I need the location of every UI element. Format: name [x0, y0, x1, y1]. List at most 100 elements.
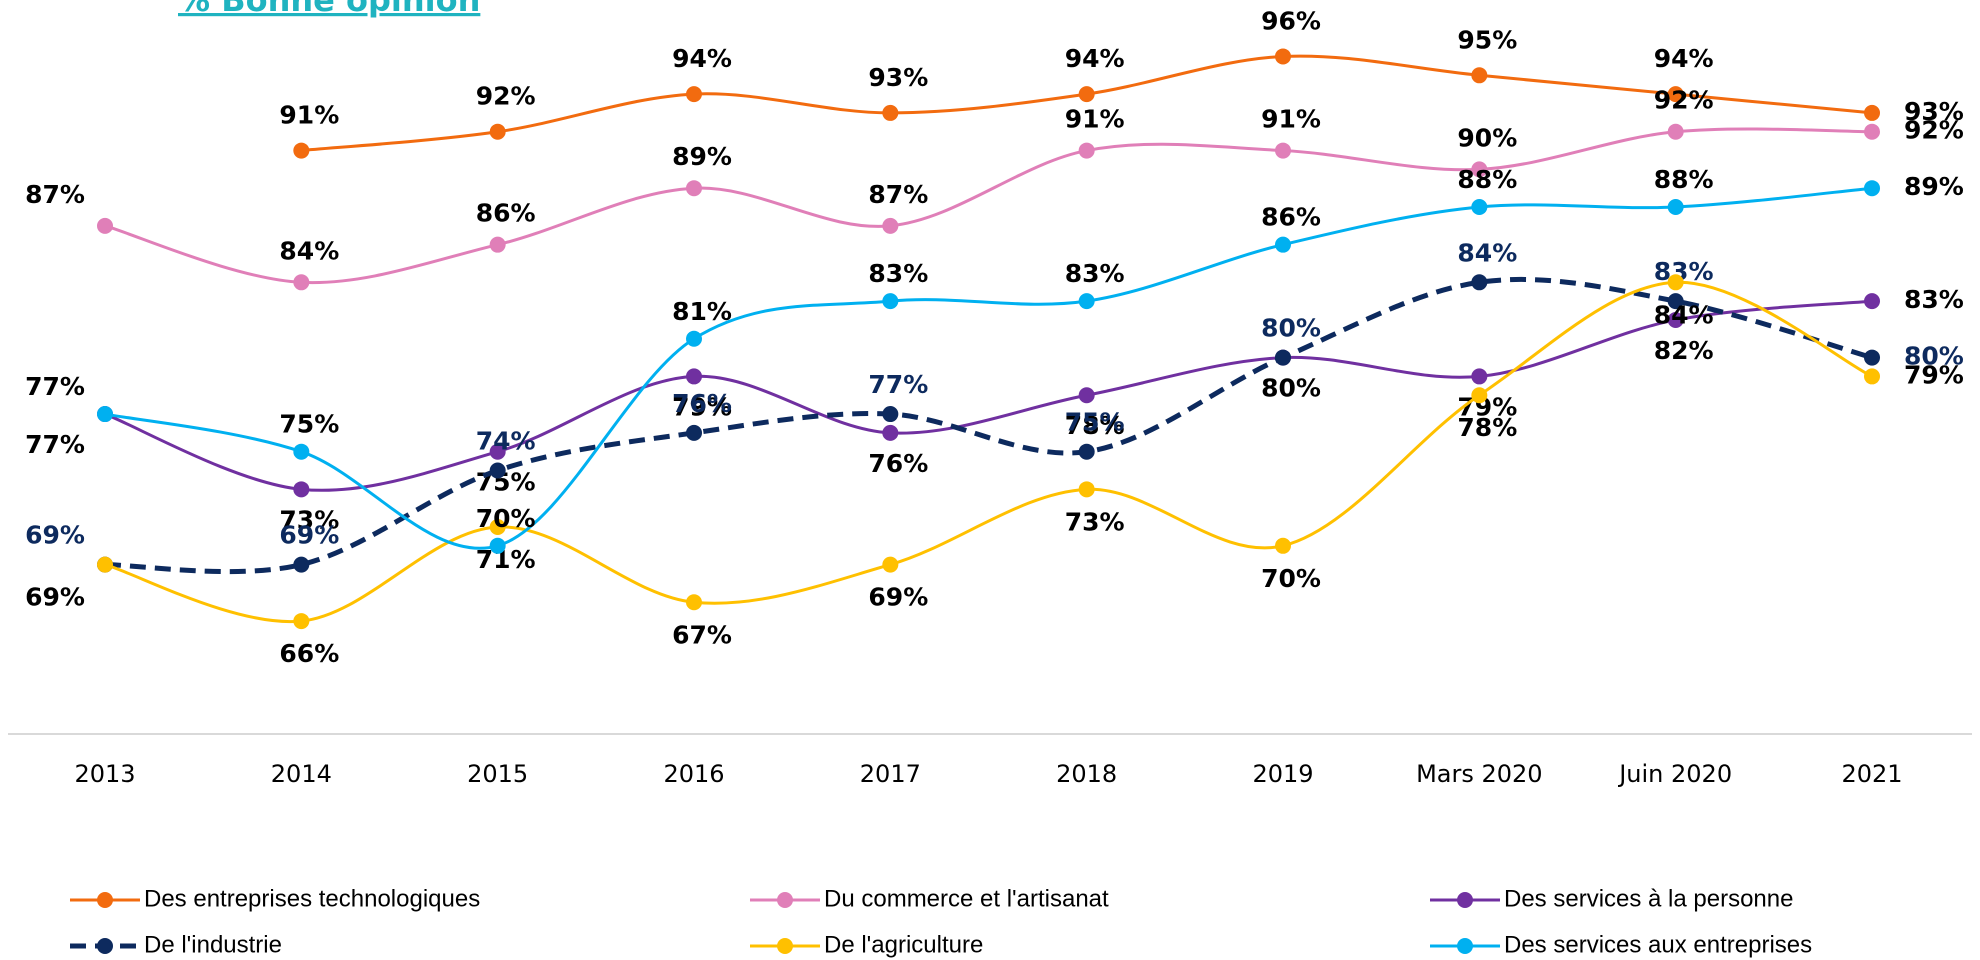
legend-marker	[777, 938, 793, 954]
series-line	[104, 127, 1873, 285]
data-point	[1667, 311, 1684, 328]
data-label: 79%	[1904, 360, 1964, 389]
series-line	[104, 276, 1873, 575]
data-label: 80%	[1904, 342, 1964, 371]
legend-marker	[97, 938, 113, 954]
data-label: 91%	[1065, 105, 1125, 134]
legend-marker	[97, 892, 113, 908]
x-tick-label: 2017	[860, 760, 921, 788]
data-point	[1864, 349, 1880, 366]
data-label: 66%	[279, 639, 339, 668]
data-point	[686, 424, 702, 441]
data-label: 92%	[1904, 116, 1964, 145]
data-label: 92%	[1654, 86, 1714, 115]
data-point	[1864, 123, 1880, 140]
data-point	[1471, 67, 1488, 84]
data-point	[489, 537, 506, 554]
x-tick-label: 2014	[271, 760, 332, 788]
data-label: 83%	[1904, 285, 1964, 314]
data-point	[882, 556, 899, 573]
data-label: 92%	[476, 82, 536, 111]
data-point	[1471, 274, 1488, 291]
data-label: 69%	[25, 521, 85, 550]
chart-title: % Bonne opinion	[178, 0, 480, 19]
data-point	[1275, 349, 1291, 366]
data-label: 70%	[1261, 564, 1321, 593]
data-label: 78%	[1457, 413, 1517, 442]
data-label: 86%	[476, 199, 536, 228]
data-point	[882, 424, 899, 441]
x-tick-label: Juin 2020	[1617, 760, 1732, 788]
data-point	[293, 142, 310, 159]
legend-marker	[777, 892, 793, 908]
data-label: 87%	[868, 180, 928, 209]
data-label: 94%	[1065, 44, 1125, 73]
data-point	[97, 406, 113, 423]
data-point	[1078, 86, 1095, 103]
data-point	[882, 293, 899, 310]
data-label: 73%	[279, 505, 339, 534]
data-point	[1667, 123, 1684, 140]
data-label: 88%	[1457, 165, 1517, 194]
data-point	[882, 104, 899, 121]
legend-label: Des services aux entreprises	[1504, 931, 1812, 958]
data-label: 77%	[25, 372, 85, 401]
data-point	[293, 274, 310, 291]
data-label: 84%	[1654, 300, 1714, 329]
data-point	[1471, 161, 1488, 178]
data-point	[1078, 387, 1095, 404]
data-label: 82%	[1654, 336, 1714, 365]
data-point	[686, 180, 702, 197]
data-label: 96%	[1261, 6, 1321, 35]
data-point	[1864, 368, 1880, 385]
data-point	[686, 594, 702, 611]
data-point	[882, 406, 899, 423]
data-label: 83%	[868, 259, 928, 288]
data-label: 90%	[1457, 123, 1517, 152]
data-label: 75%	[476, 468, 536, 497]
data-point	[1471, 387, 1488, 404]
data-point	[293, 556, 310, 573]
data-point	[1667, 293, 1684, 310]
x-tick-label: 2013	[74, 760, 135, 788]
legend-marker	[1457, 938, 1473, 954]
data-point	[686, 368, 702, 385]
legend-label: De l'agriculture	[824, 931, 983, 958]
data-point	[686, 330, 702, 347]
data-label: 89%	[672, 142, 732, 171]
x-tick-label: 2021	[1841, 760, 1902, 788]
data-label: 75%	[279, 410, 339, 439]
data-label: 79%	[1457, 392, 1517, 421]
x-tick-label: 2018	[1056, 760, 1117, 788]
data-point	[882, 217, 899, 234]
series-line	[104, 299, 1873, 492]
data-point	[1275, 142, 1291, 159]
data-point	[293, 481, 310, 498]
data-label: 69%	[279, 521, 339, 550]
data-point	[1471, 199, 1488, 216]
data-point	[1078, 293, 1095, 310]
data-point	[1078, 443, 1095, 460]
data-label: 73%	[1065, 507, 1125, 536]
data-point	[489, 123, 506, 140]
data-label: 70%	[476, 504, 536, 533]
data-point	[1078, 142, 1095, 159]
data-point	[489, 462, 506, 479]
data-point	[1667, 86, 1684, 103]
x-tick-label: 2019	[1252, 760, 1313, 788]
data-label: 67%	[672, 620, 732, 649]
data-label: 79%	[672, 392, 732, 421]
data-point	[1275, 236, 1291, 253]
data-label: 93%	[868, 63, 928, 92]
data-label: 93%	[1904, 97, 1964, 126]
data-point	[1864, 293, 1880, 310]
data-point	[1864, 180, 1880, 197]
data-point	[1667, 199, 1684, 216]
data-label: 69%	[25, 583, 85, 612]
data-label: 80%	[1261, 314, 1321, 343]
legend-label: De l'industrie	[144, 931, 282, 958]
data-label: 81%	[672, 297, 732, 326]
data-point	[1864, 104, 1880, 121]
data-point	[1078, 481, 1095, 498]
data-point	[686, 86, 702, 103]
